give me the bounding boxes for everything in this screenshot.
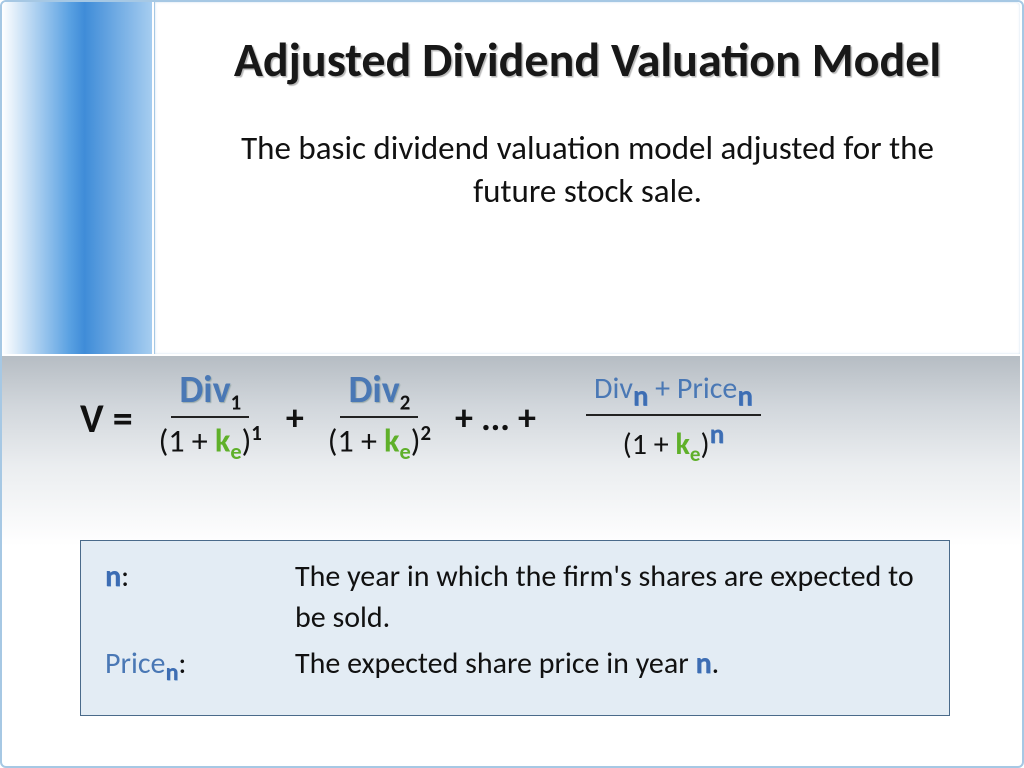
def-price-n: n — [695, 645, 711, 682]
slide-title: Adjusted Dividend Valuation Model — [195, 32, 980, 87]
k-sub-e: e — [399, 439, 410, 466]
div-label: Div — [179, 367, 230, 413]
den-sup-n: n — [710, 418, 725, 451]
def-price-key: Price — [105, 645, 165, 682]
div-sub: 1 — [231, 389, 242, 415]
n-sub: n — [737, 378, 752, 413]
formula-lhs: V = — [80, 394, 133, 443]
div-label: Div — [594, 370, 633, 407]
k-symbol: k — [384, 422, 399, 461]
def-colon: : — [178, 645, 186, 682]
den-sup: 1 — [251, 420, 262, 446]
def-price-text-b: . — [712, 645, 720, 682]
k-sub-e: e — [230, 439, 241, 466]
formula-term-final: Divn + Pricen (1 + ke)n — [586, 370, 761, 466]
k-sub-e: e — [690, 441, 701, 467]
den-close: ) — [700, 426, 709, 463]
title-panel: Adjusted Dividend Valuation Model The ba… — [154, 2, 1020, 354]
plus-op: + — [286, 396, 304, 440]
n-sub: n — [633, 378, 648, 413]
den-open: (1 + — [159, 422, 215, 461]
def-row-price: Pricen: The expected share price in year… — [105, 644, 925, 689]
def-row-n: n: The year in which the firm's shares a… — [105, 557, 925, 638]
definitions-box: n: The year in which the firm's shares a… — [80, 540, 950, 716]
formula-term-2: Div2 (1 + ke)2 — [320, 370, 439, 466]
den-open: (1 + — [623, 426, 676, 463]
def-price-text-a: The expected share price in year — [295, 645, 695, 682]
den-sup: 2 — [420, 420, 431, 446]
plus-text: + — [648, 370, 677, 407]
den-open: (1 + — [328, 422, 384, 461]
den-close: ) — [242, 422, 252, 461]
formula-term-1: Div1 (1 + ke)1 — [151, 370, 270, 466]
def-price-sub: n — [165, 658, 178, 687]
k-symbol: k — [215, 422, 230, 461]
formula-region: V = Div1 (1 + ke)1 + Div2 (1 + ke)2 + ..… — [80, 370, 990, 466]
def-n-key: n — [105, 558, 121, 595]
ellipsis-op: + ... + — [455, 396, 536, 440]
slide-subtitle: The basic dividend valuation model adjus… — [195, 127, 980, 213]
def-n-text: The year in which the firm's shares are … — [295, 557, 925, 638]
div-sub: 2 — [400, 389, 411, 415]
den-close: ) — [411, 422, 421, 461]
price-label: Price — [677, 370, 737, 407]
div-label: Div — [348, 367, 399, 413]
sidebar-gradient — [2, 2, 152, 354]
k-symbol: k — [675, 426, 689, 463]
def-colon: : — [121, 558, 129, 595]
